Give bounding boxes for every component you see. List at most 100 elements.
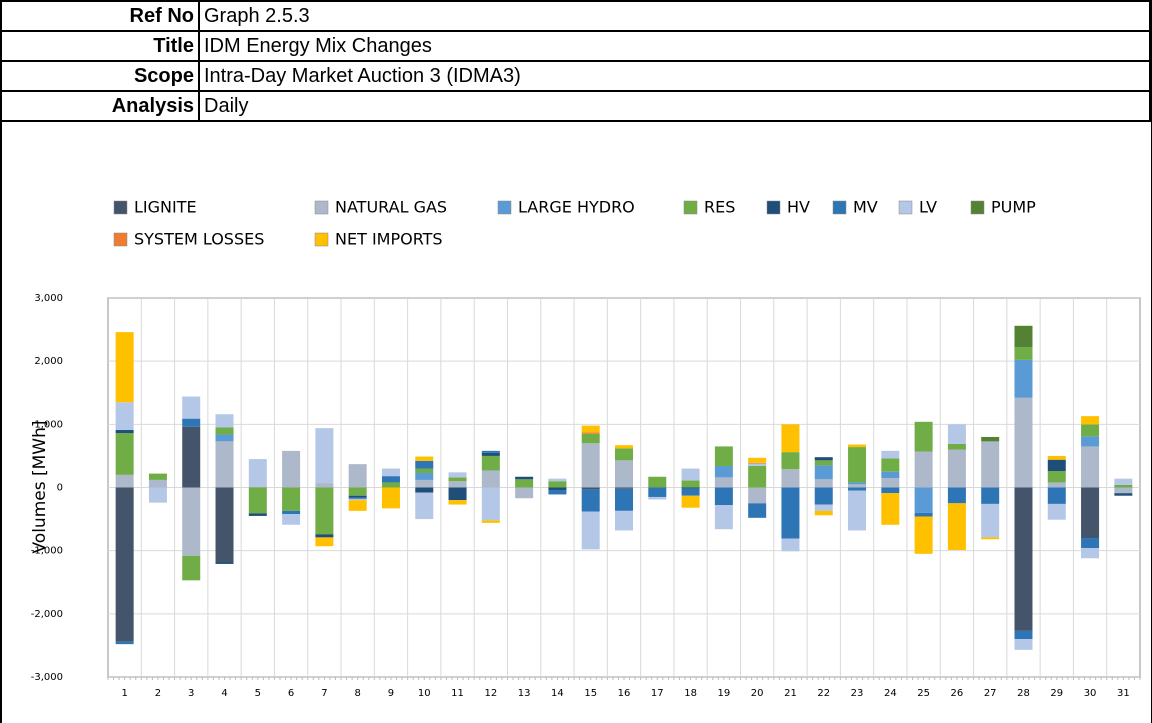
bar-segment: [581, 432, 600, 434]
bar-segment: [315, 534, 334, 538]
x-tick-label: 7: [321, 688, 327, 699]
bar-segment: [182, 418, 201, 427]
bar-segment: [415, 492, 434, 520]
bar-segment: [714, 487, 733, 506]
bar-segment: [681, 480, 700, 488]
bar-segment: [748, 466, 767, 488]
bar-segment: [415, 472, 434, 480]
bar-segment: [182, 396, 201, 419]
bar-segment: [315, 483, 334, 488]
bar-segment: [748, 457, 767, 463]
bar-segment: [781, 469, 800, 488]
x-tick-label: 1: [121, 688, 127, 699]
bar-segment: [615, 445, 633, 449]
bar-segment: [548, 478, 567, 482]
bar-segment: [282, 514, 301, 525]
x-tick-label: 31: [1117, 688, 1130, 699]
bar-segment: [282, 487, 301, 511]
bar-segment: [748, 463, 767, 467]
x-tick-label: 17: [651, 688, 664, 699]
bar-segment: [415, 468, 434, 473]
x-tick-label: 15: [584, 688, 597, 699]
bar-segment: [115, 487, 134, 642]
x-tick-label: 22: [817, 688, 830, 699]
header-value: Intra-Day Market Auction 3 (IDMA3): [198, 60, 1151, 92]
bar-segment: [947, 487, 966, 504]
bar-segment: [215, 441, 234, 488]
x-tick-label: 2: [155, 688, 161, 699]
legend-label: HV: [787, 198, 810, 217]
bar-segment: [681, 468, 700, 481]
y-tick-label: 3,000: [34, 293, 63, 304]
bar-segment: [814, 510, 833, 516]
bar-segment: [215, 487, 234, 563]
bar-segment: [615, 448, 633, 461]
legend-label: LIGNITE: [134, 198, 197, 217]
bar-segment: [182, 426, 201, 488]
bar-segment: [415, 479, 434, 488]
bar-segment: [348, 487, 367, 496]
bar-segment: [814, 460, 833, 466]
bar-segment: [248, 513, 267, 516]
y-tick-label: 2,000: [34, 356, 63, 367]
legend-swatch: [113, 232, 128, 247]
legend-label: SYSTEM LOSSES: [134, 230, 264, 249]
bar-segment: [914, 451, 933, 488]
header-label: Analysis: [0, 90, 200, 122]
bar-segment: [947, 424, 966, 444]
bar-segment: [1114, 487, 1133, 494]
bar-segment: [814, 487, 833, 505]
bar-segment: [748, 503, 767, 518]
bar-segment: [115, 332, 134, 403]
bar-segment: [1114, 493, 1133, 496]
x-tick-label: 30: [1084, 688, 1097, 699]
bar-segment: [1081, 416, 1100, 425]
bar-segment: [681, 487, 700, 489]
bar-segment: [581, 489, 600, 512]
bar-segment: [615, 460, 633, 488]
legend-label: LV: [919, 198, 937, 217]
bar-segment: [681, 488, 700, 496]
legend-swatch: [970, 200, 985, 215]
bar-segment: [348, 495, 367, 498]
bar-segment: [714, 466, 733, 478]
x-tick-label: 16: [618, 688, 631, 699]
bar-segment: [448, 477, 467, 482]
x-tick-label: 20: [751, 688, 764, 699]
bar-segment: [615, 510, 633, 531]
bar-segment: [148, 479, 167, 488]
header-table: Ref No Graph 2.5.3 Title IDM Energy Mix Ch…: [0, 0, 1151, 122]
bar-segment: [714, 446, 733, 467]
bar-segment: [481, 470, 500, 488]
bar-segment: [115, 433, 134, 475]
bar-segment: [881, 487, 900, 494]
bar-segment: [1114, 478, 1133, 485]
legend-swatch: [497, 200, 512, 215]
bar-segment: [981, 503, 1000, 538]
bar-segment: [981, 436, 1000, 442]
bar-segment: [548, 487, 567, 491]
bar-segment: [481, 452, 500, 456]
bar-segment: [981, 441, 1000, 488]
bar-segment: [781, 487, 800, 539]
bar-segment: [748, 462, 767, 464]
bar-segment: [415, 456, 434, 461]
bar-segment: [947, 443, 966, 450]
x-tick-label: 18: [684, 688, 697, 699]
bar-segment: [348, 498, 367, 501]
legend-swatch: [314, 232, 329, 247]
bar-segment: [148, 473, 167, 480]
bar-segment: [1081, 446, 1100, 488]
header-value: Daily: [198, 90, 1151, 122]
bar-segment: [947, 449, 966, 488]
bar-segment: [781, 424, 800, 453]
legend-swatch: [766, 200, 781, 215]
bar-segment: [981, 537, 1000, 540]
bar-segment: [848, 482, 867, 485]
bar-segment: [581, 487, 600, 490]
bar-segment: [182, 555, 201, 581]
bar-segment: [714, 505, 733, 530]
bar-segment: [448, 500, 467, 505]
x-tick-label: 4: [221, 688, 227, 699]
